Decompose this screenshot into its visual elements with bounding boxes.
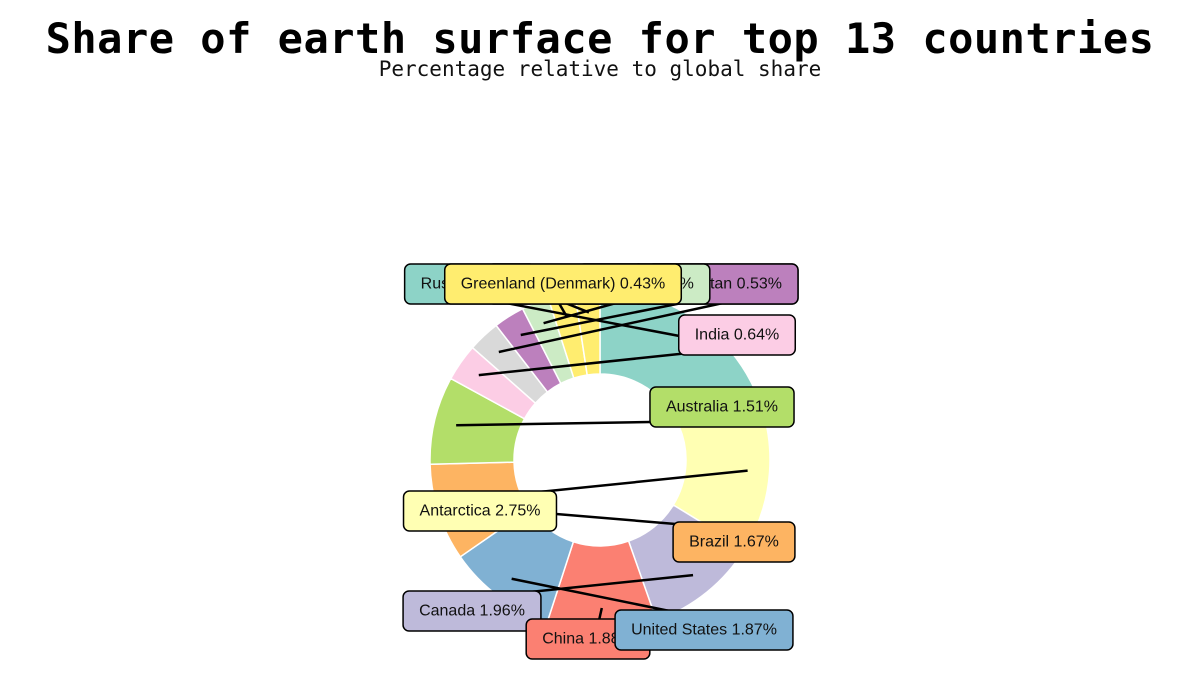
label-box-antarctica (402, 490, 558, 532)
label-box-australia (649, 386, 795, 428)
label-australia: Australia 1.51% (649, 386, 795, 428)
label-box-india (677, 314, 797, 356)
label-greenland-denmark: Greenland (Denmark) 0.43% (443, 263, 683, 305)
label-text-india: India 0.64% (695, 327, 780, 344)
label-box-united-states (614, 609, 794, 651)
label-text-united-states: United States 1.87% (631, 622, 777, 639)
label-box-greenland-denmark (443, 263, 683, 305)
label-text-china: China 1.88% (542, 631, 634, 648)
label-text-antarctica: Antarctica 2.75% (420, 503, 541, 520)
label-box-canada (402, 590, 542, 632)
label-text-brazil: Brazil 1.67% (689, 534, 779, 551)
label-text-greenland-denmark: Greenland (Denmark) 0.43% (461, 276, 666, 293)
label-canada: Canada 1.96% (402, 590, 542, 632)
label-text-canada: Canada 1.96% (419, 603, 525, 620)
slice-labels: Russia 3.35%Antarctica 2.75%Canada 1.96%… (402, 263, 799, 660)
chart-subtitle: Percentage relative to global share (378, 57, 822, 81)
label-brazil: Brazil 1.67% (672, 521, 796, 563)
label-united-states: United States 1.87% (614, 609, 794, 651)
leader-line-argentina (498, 296, 747, 354)
label-antarctica: Antarctica 2.75% (402, 490, 558, 532)
label-text-australia: Australia 1.51% (666, 399, 778, 416)
label-box-brazil (672, 521, 796, 563)
label-india: India 0.64% (677, 314, 797, 356)
chart-title: Share of earth surface for top 13 countr… (45, 14, 1155, 63)
